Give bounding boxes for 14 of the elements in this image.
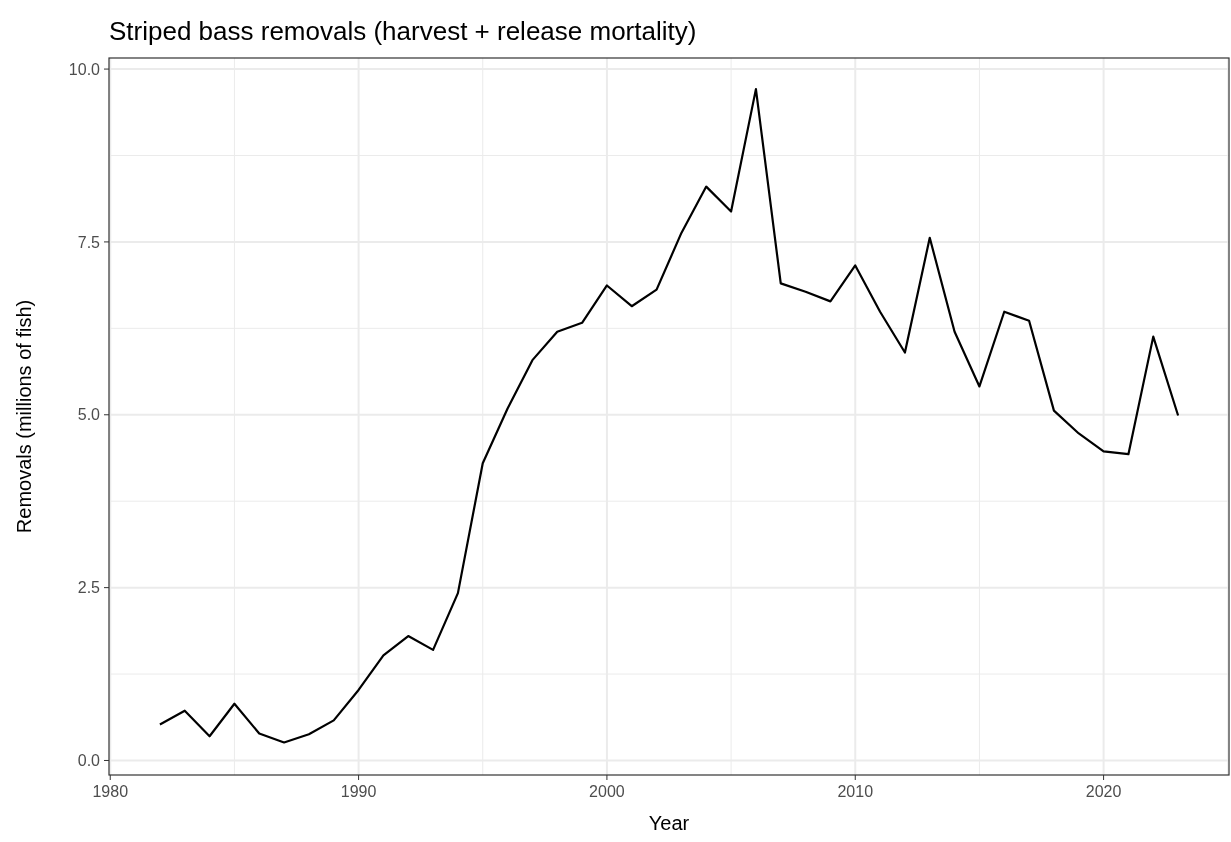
y-tick-label: 7.5	[77, 233, 101, 251]
x-axis-title: Year	[648, 812, 690, 834]
y-tick-label: 10.0	[68, 60, 101, 78]
y-tick-label: 2.5	[77, 579, 101, 597]
y-tick-label: 0.0	[77, 752, 101, 770]
x-tick-label: 1990	[340, 783, 377, 800]
x-tick-label: 2020	[1085, 783, 1122, 800]
x-tick-label: 2000	[589, 783, 625, 800]
x-tick-label: 2010	[837, 783, 874, 800]
line-series	[158, 88, 1180, 744]
chart-title: Striped bass removals (harvest + release mortality)	[109, 16, 697, 46]
x-tick-label: 1980	[92, 783, 129, 800]
y-axis-title: Removals (millions of fish)	[13, 299, 35, 534]
y-tick-label: 5.0	[77, 406, 101, 424]
